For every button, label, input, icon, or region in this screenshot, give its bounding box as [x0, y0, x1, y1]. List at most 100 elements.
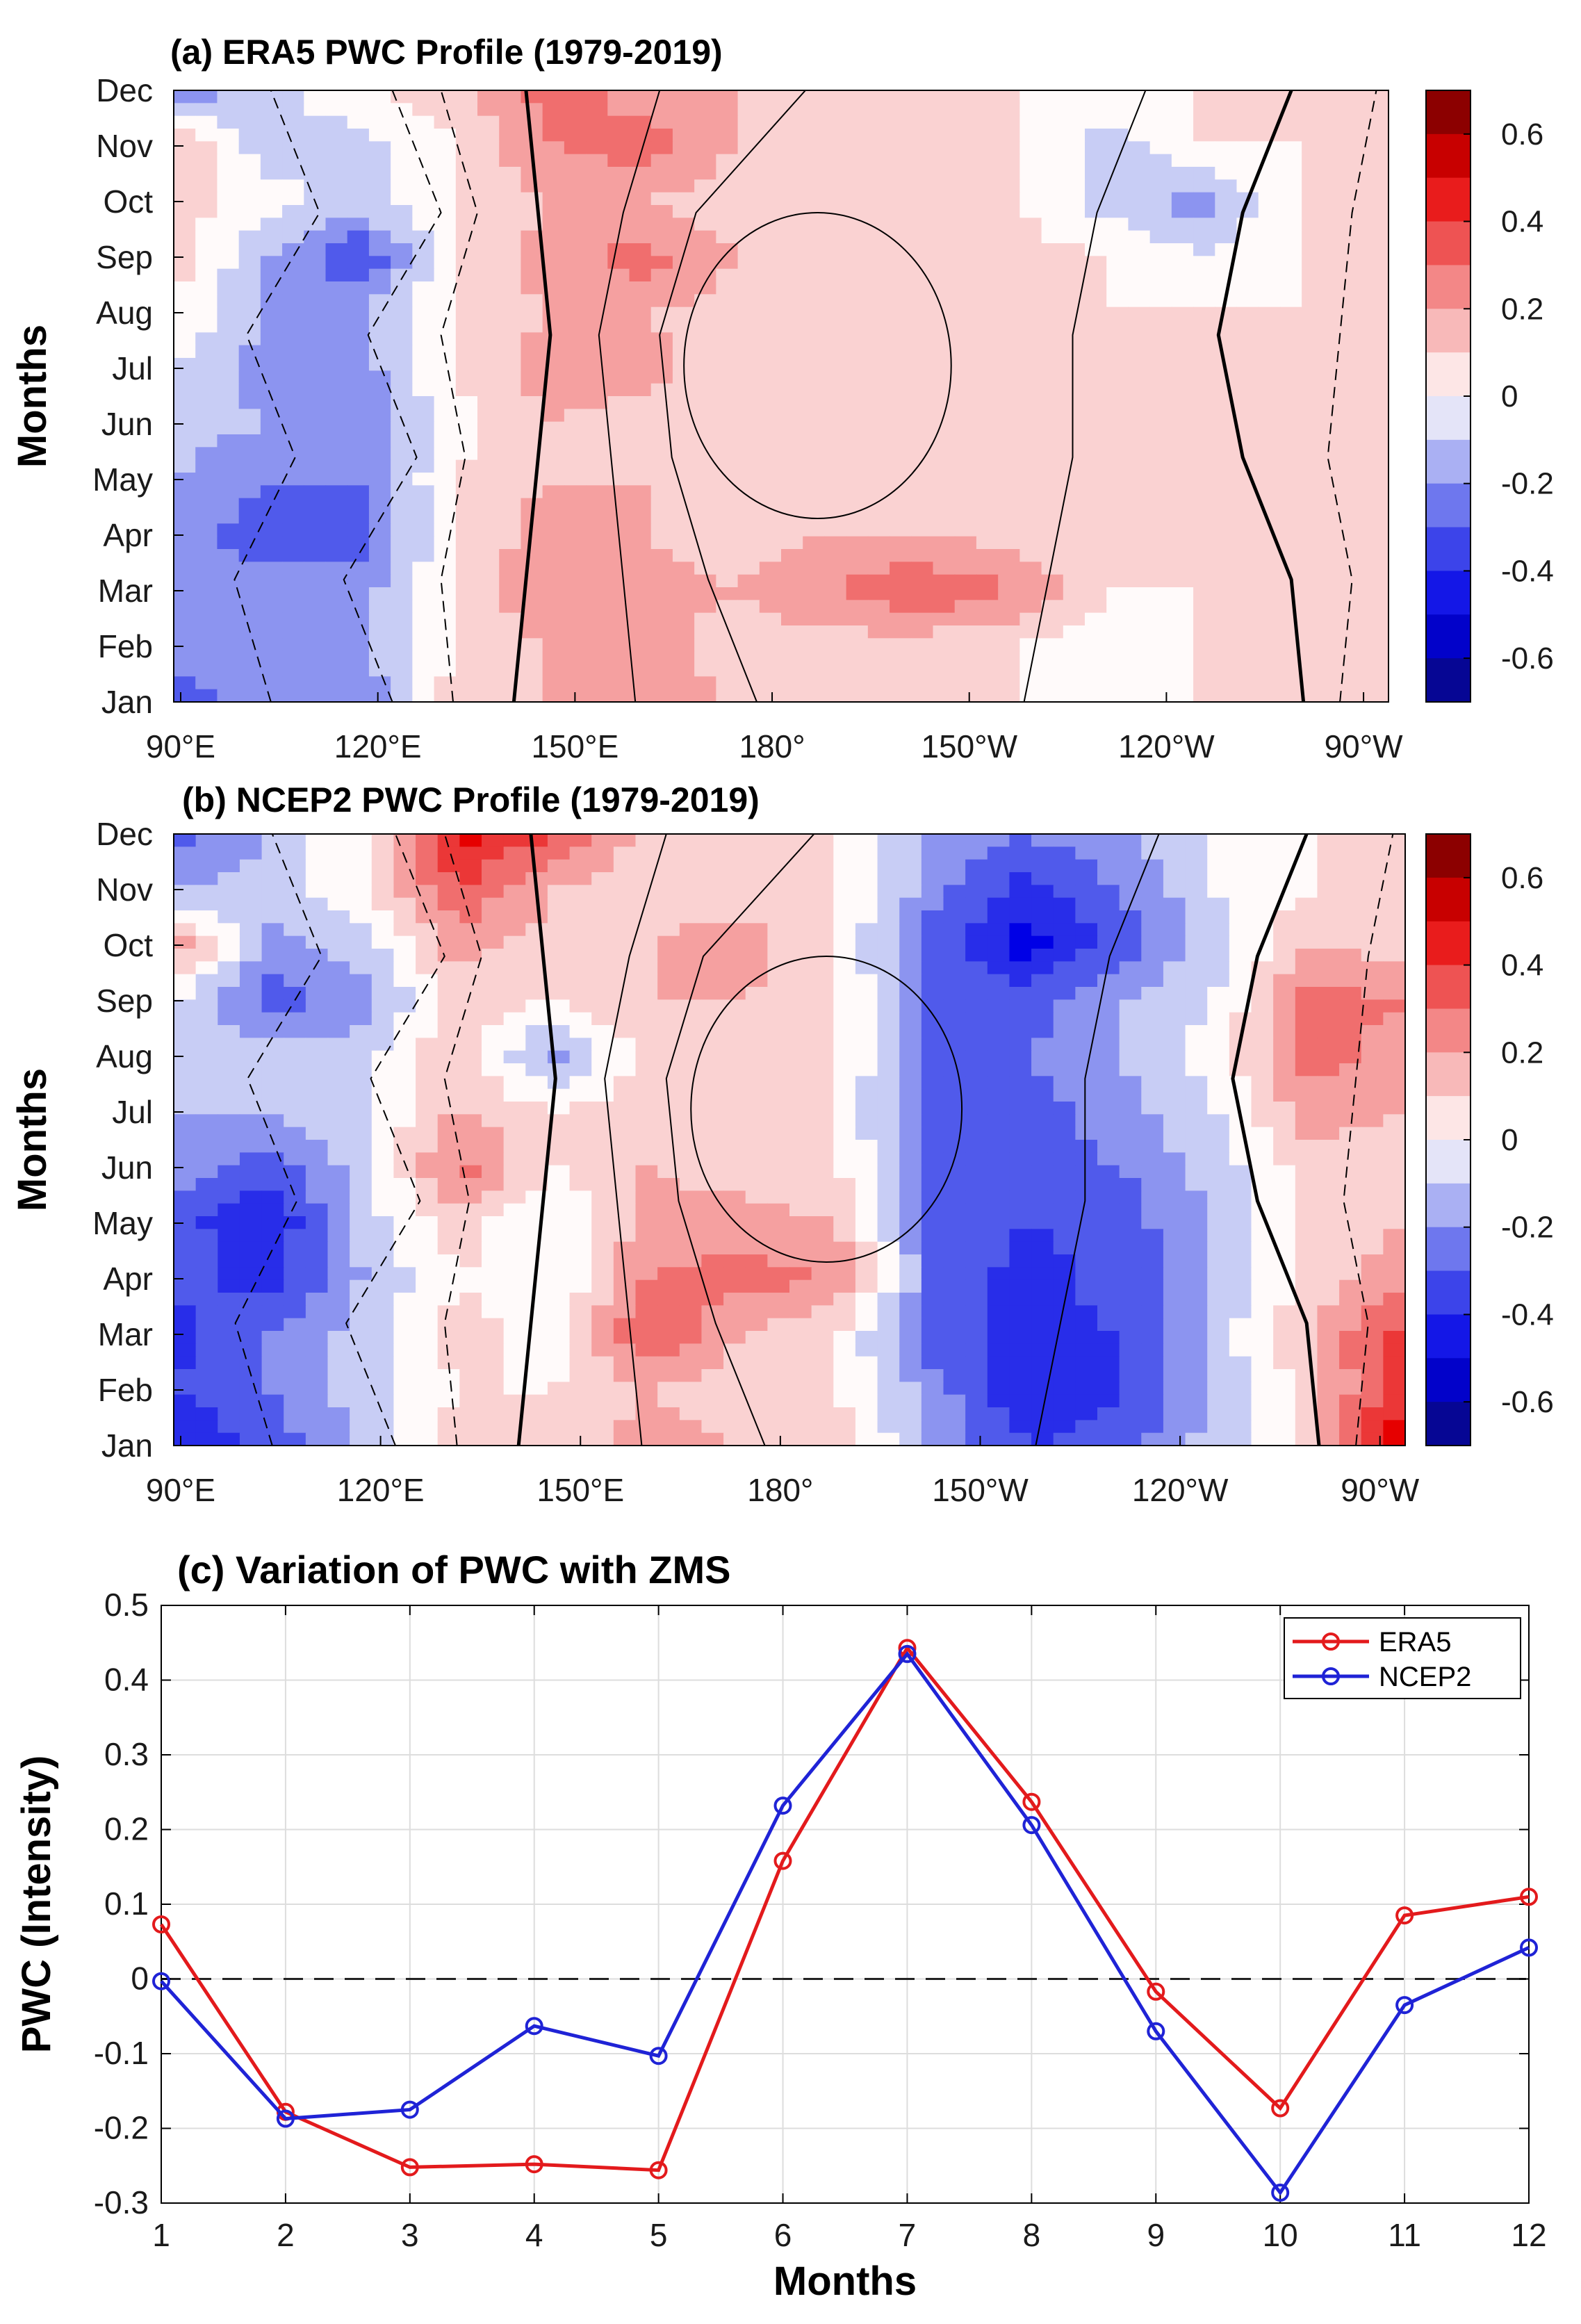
heatmap-cell: [1259, 422, 1281, 435]
heatmap-cell: [1186, 1076, 1208, 1089]
heatmap-cell: [1229, 949, 1252, 962]
heatmap-cell: [284, 923, 306, 936]
heatmap-cell: [911, 205, 933, 218]
heatmap-cell: [1141, 923, 1163, 936]
heatmap-cell: [438, 1152, 460, 1165]
heatmap-cell: [988, 1025, 1010, 1038]
heatmap-cell: [824, 625, 846, 639]
heatmap-cell: [1075, 910, 1097, 924]
heatmap-cell: [933, 562, 956, 575]
heatmap-cell: [1019, 179, 1042, 193]
heatmap-cell: [630, 269, 652, 282]
heatmap-cell: [899, 974, 921, 988]
heatmap-cell: [630, 231, 652, 244]
heatmap-cell: [1295, 999, 1318, 1013]
heatmap-cell: [174, 587, 196, 600]
heatmap-cell: [1295, 949, 1318, 962]
heatmap-cell: [630, 370, 652, 384]
heatmap-cell: [438, 961, 460, 974]
heatmap-cell: [434, 179, 457, 193]
heatmap-cell: [868, 422, 890, 435]
heatmap-cell: [196, 1267, 218, 1280]
heatmap-cell: [738, 549, 760, 562]
heatmap-cell: [1172, 498, 1194, 512]
heatmap-cell: [1054, 834, 1076, 847]
heatmap-cell: [412, 281, 434, 295]
heatmap-cell: [855, 885, 878, 898]
heatmap-cell: [282, 651, 304, 664]
heatmap-cell: [1193, 447, 1215, 460]
heatmap-cell: [803, 90, 825, 104]
heatmap-cell: [434, 281, 457, 295]
heatmap-cell: [1193, 345, 1215, 359]
heatmap-cell: [1106, 625, 1129, 639]
heatmap-cell: [438, 1331, 460, 1344]
heatmap-cell: [459, 1318, 482, 1332]
heatmap-cell: [284, 1190, 306, 1204]
heatmap-cell: [803, 473, 825, 486]
heatmap-cell: [1075, 1140, 1097, 1153]
heatmap-cell: [570, 1165, 592, 1179]
heatmap-cell: [965, 1102, 988, 1115]
heatmap-cell: [1345, 460, 1368, 473]
heatmap-cell: [282, 600, 304, 613]
heatmap-cell: [833, 1165, 855, 1179]
heatmap-cell: [393, 1293, 416, 1306]
heatmap-cell: [1302, 179, 1324, 193]
heatmap-cell: [944, 1165, 966, 1179]
heatmap-cell: [195, 154, 218, 167]
heatmap-cell: [746, 936, 768, 949]
heatmap-cell: [933, 256, 956, 269]
heatmap-cell: [868, 90, 890, 104]
heatmap-cell: [1019, 460, 1042, 473]
heatmap-cell: [738, 613, 760, 626]
heatmap-cell: [564, 511, 587, 524]
heatmap-cell: [833, 846, 855, 860]
heatmap-cell: [944, 949, 966, 962]
heatmap-cell: [304, 511, 326, 524]
heatmap-cell: [944, 936, 966, 949]
heatmap-cell: [347, 422, 370, 435]
heatmap-cell: [899, 1038, 921, 1051]
heatmap-cell: [284, 910, 306, 924]
heatmap-cell: [543, 537, 565, 550]
heatmap-cell: [878, 872, 900, 885]
heatmap-cell: [921, 872, 944, 885]
heatmap-cell: [868, 129, 890, 142]
heatmap-cell: [416, 1204, 438, 1217]
heatmap-cell: [1295, 872, 1318, 885]
heatmap-cell: [504, 936, 526, 949]
heatmap-cell: [723, 1318, 746, 1332]
heatmap-cell: [1063, 523, 1086, 537]
heatmap-cell: [350, 1140, 372, 1153]
heatmap-cell: [1054, 1165, 1076, 1179]
heatmap-cell: [1042, 129, 1064, 142]
heatmap-cell: [174, 205, 196, 218]
heatmap-cell: [1361, 885, 1384, 898]
y-tick-label: Feb: [98, 628, 153, 664]
heatmap-cell: [504, 1140, 526, 1153]
heatmap-cell: [1317, 1216, 1339, 1229]
heatmap-cell: [482, 1331, 504, 1344]
heatmap-cell: [434, 370, 457, 384]
heatmap-cell: [803, 549, 825, 562]
heatmap-cell: [304, 625, 326, 639]
heatmap-cell: [855, 923, 878, 936]
heatmap-cell: [1280, 193, 1302, 206]
heatmap-cell: [657, 1051, 680, 1064]
heatmap-cell: [525, 910, 548, 924]
heatmap-cell: [591, 860, 614, 873]
heatmap-cell: [716, 90, 738, 104]
heatmap-cell: [1295, 1152, 1318, 1165]
heatmap-cell: [1207, 1025, 1229, 1038]
heatmap-cell: [477, 460, 500, 473]
heatmap-cell: [1302, 396, 1324, 409]
heatmap-cell: [614, 1140, 636, 1153]
heatmap-cell: [196, 923, 218, 936]
heatmap-cell: [812, 1267, 834, 1280]
heatmap-cell: [412, 256, 434, 269]
heatmap-cell: [504, 1178, 526, 1191]
heatmap-cell: [921, 910, 944, 924]
heatmap-cell: [412, 320, 434, 333]
heatmap-cell: [499, 498, 521, 512]
